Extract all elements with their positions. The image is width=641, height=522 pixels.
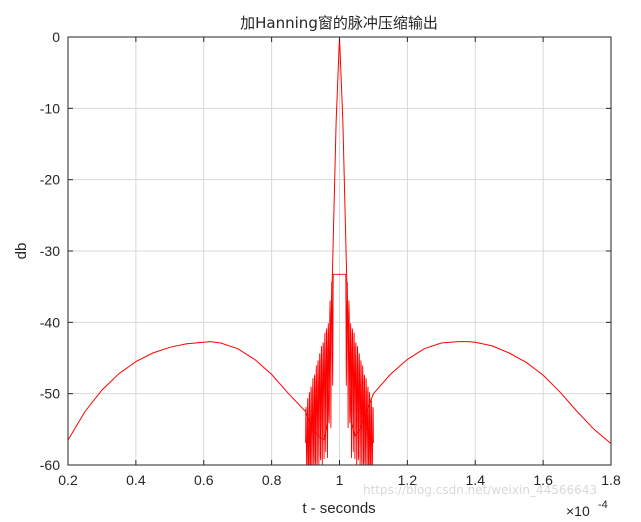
y-tick-label: 0 — [52, 29, 60, 45]
x-tick-label: 1.8 — [601, 472, 621, 488]
y-tick-label: -10 — [40, 100, 60, 116]
x-tick-label: 0.4 — [126, 472, 146, 488]
y-tick-label: -60 — [40, 457, 60, 473]
x-tick-label: 1.4 — [466, 472, 486, 488]
sidelobe-ripple — [305, 273, 374, 466]
x-tick-label: 1.6 — [533, 472, 553, 488]
x-tick-label: 0.8 — [262, 472, 282, 488]
y-tick-label: -40 — [40, 314, 60, 330]
x-exponent-power: -4 — [598, 499, 608, 511]
y-tick-label: -30 — [40, 243, 60, 259]
y-tick-label: -20 — [40, 172, 60, 188]
watermark-text: https://blog.csdn.net/weixin_44566643 — [363, 483, 597, 497]
y-axis-label: db — [13, 243, 30, 260]
grid-lines — [68, 37, 611, 465]
x-tick-label: 1 — [336, 472, 344, 488]
x-axis-label: t - seconds — [302, 500, 375, 517]
x-exponent-base: ×10 — [566, 503, 590, 519]
x-tick-label: 0.2 — [58, 472, 78, 488]
chart-title: 加Hanning窗的脉冲压缩输出 — [240, 14, 438, 32]
x-tick-label: 1.2 — [398, 472, 418, 488]
y-tick-label: -50 — [40, 386, 60, 402]
x-exponent: ×10 -4 — [566, 499, 608, 519]
x-tick-label: 0.6 — [194, 472, 214, 488]
ticks: 0.2 0.4 0.6 0.8 1 1.2 1.4 1.6 1.8 0 -10 -20 -30 -40 -5… — [40, 29, 621, 488]
